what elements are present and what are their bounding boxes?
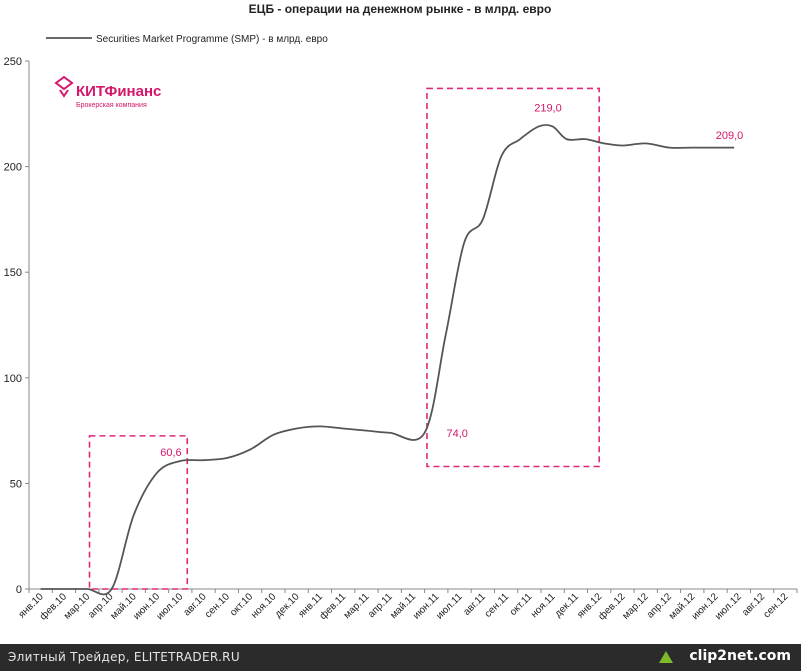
data-label: 209,0: [716, 130, 744, 142]
series-line: [40, 123, 735, 596]
clip2net-logo[interactable]: clip2net.com: [689, 648, 791, 664]
x-axis: янв.10фев.10мар.10апр.10май.10июн.10июл.…: [17, 588, 798, 622]
logo-name: КИТФинанс: [76, 83, 161, 100]
y-axis: 0 50 100 150 200 250: [4, 56, 30, 596]
x-tick-label: фев.11: [317, 590, 349, 622]
series-layer: [40, 123, 735, 596]
data-label: 60,6: [160, 447, 181, 459]
x-tick-label: сен.12: [761, 591, 790, 620]
x-tick-label: июл.10: [155, 591, 186, 622]
highlight-box: [88, 435, 189, 590]
highlight-boxes: [88, 87, 600, 590]
data-label: 74,0: [447, 428, 468, 440]
x-tick-label: мар.11: [342, 591, 372, 621]
y-tick-label: 100: [4, 373, 22, 385]
x-tick-label: сен.11: [483, 591, 512, 620]
x-tick-label: дек.10: [273, 591, 302, 620]
y-tick-label: 150: [4, 267, 22, 279]
footer-source: Элитный Трейдер, ELITETRADER.RU: [8, 650, 240, 664]
x-tick-label: ноя.11: [529, 591, 558, 620]
x-tick-label: мар.12: [621, 591, 652, 622]
x-tick-label: сен.10: [203, 591, 232, 620]
legend-label: Securities Market Programme (SMP) - в мл…: [96, 34, 328, 45]
x-tick-label: июл.11: [434, 591, 465, 622]
x-tick-label: ноя.10: [249, 591, 279, 621]
footer-bar: Элитный Трейдер, ELITETRADER.RU clip2net…: [0, 644, 801, 671]
annotations: 60,6 74,0 219,0 209,0: [160, 103, 743, 459]
legend: Securities Market Programme (SMP) - в мл…: [46, 34, 328, 45]
y-tick-label: 200: [4, 162, 22, 174]
logo-subtitle: Брокерская компания: [76, 102, 147, 109]
y-tick-label: 0: [16, 584, 22, 596]
chart-svg: ЕЦБ - операции на денежном рынке - в млр…: [4, 2, 798, 622]
data-label: 219,0: [534, 103, 562, 115]
kit-logo-icon: [54, 75, 74, 98]
y-tick-label: 50: [10, 478, 22, 490]
x-tick-label: июл.12: [713, 591, 744, 622]
x-tick-label: мар.10: [62, 591, 93, 622]
y-tick-label: 250: [4, 56, 22, 68]
clip2net-arrow-icon: [659, 651, 673, 663]
highlight-box: [426, 87, 600, 468]
chart-title: ЕЦБ - операции на денежном рынке - в млр…: [249, 2, 552, 16]
kitfinance-logo: КИТФинанс Брокерская компания: [54, 75, 161, 109]
